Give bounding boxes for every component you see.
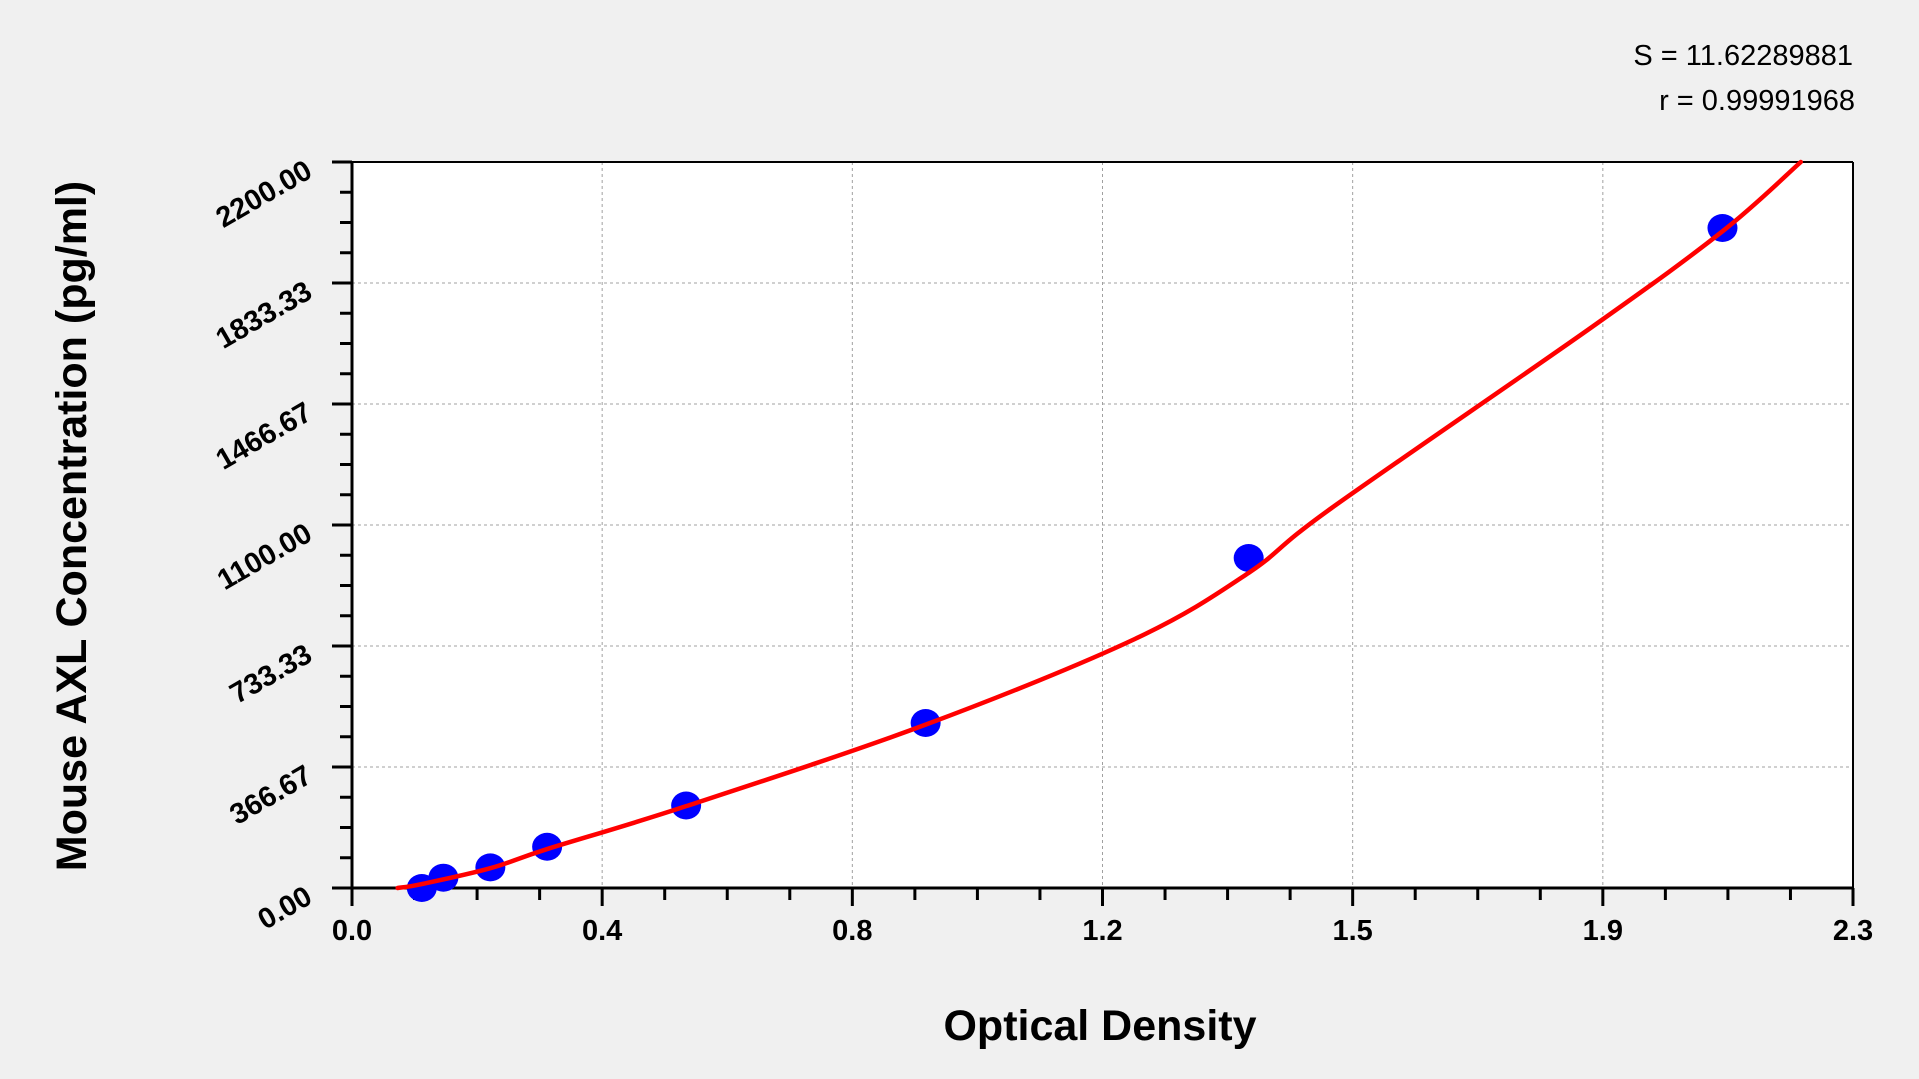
x-tick-label: 1.5 bbox=[1333, 915, 1373, 947]
x-tick-label: 1.2 bbox=[1082, 915, 1122, 947]
y-tick-labels: 0.00 366.67 733.33 1100.00 1466.67 1833.33 220… bbox=[211, 154, 318, 936]
y-tick-label: 1466.67 bbox=[211, 396, 318, 476]
grid-lines bbox=[352, 162, 1853, 888]
fit-curve-group bbox=[395, 159, 1804, 891]
y-tick-label: 366.67 bbox=[225, 759, 318, 831]
x-tick-label: 0.8 bbox=[832, 915, 872, 947]
fit-curve-line bbox=[395, 159, 1804, 891]
y-axis-title: Mouse AXL Concentration (pg/ml) bbox=[48, 181, 96, 871]
y-tick-label: 0.00 bbox=[253, 880, 318, 936]
x-axis-title: Optical Density bbox=[943, 1002, 1256, 1050]
y-tick-label: 2200.00 bbox=[211, 154, 318, 234]
x-tick-label: 0.0 bbox=[332, 915, 372, 947]
y-tick-label: 733.33 bbox=[225, 638, 318, 710]
r-statistic: r = 0.99991968 bbox=[1659, 85, 1855, 117]
x-tick-label: 1.9 bbox=[1583, 915, 1623, 947]
x-tick-label: 0.4 bbox=[582, 915, 622, 947]
s-statistic: S = 11.62289881 bbox=[1633, 40, 1853, 72]
axes bbox=[332, 160, 1855, 906]
y-tick-label: 1833.33 bbox=[211, 275, 318, 355]
y-tick-label: 1100.00 bbox=[212, 517, 317, 596]
x-tick-labels: 0.0 0.4 0.8 1.2 1.5 1.9 2.3 bbox=[332, 915, 1873, 947]
x-tick-label: 2.3 bbox=[1833, 915, 1873, 947]
